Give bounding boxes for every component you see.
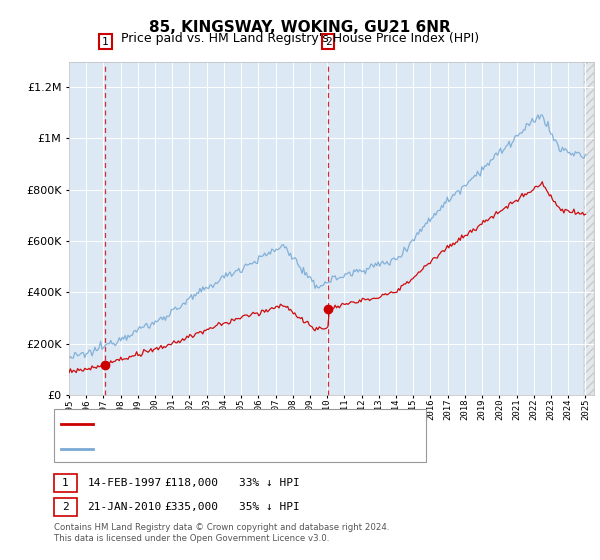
Text: 21-JAN-2010: 21-JAN-2010 xyxy=(88,502,162,512)
Text: 14-FEB-1997: 14-FEB-1997 xyxy=(88,478,162,488)
Text: 85, KINGSWAY, WOKING, GU21 6NR (detached house): 85, KINGSWAY, WOKING, GU21 6NR (detached… xyxy=(98,419,378,429)
Text: HPI: Average price, detached house, Woking: HPI: Average price, detached house, Woki… xyxy=(98,444,329,454)
Text: This data is licensed under the Open Government Licence v3.0.: This data is licensed under the Open Gov… xyxy=(54,534,329,543)
Text: 1: 1 xyxy=(102,36,109,46)
Text: 2: 2 xyxy=(325,36,331,46)
Text: £335,000: £335,000 xyxy=(164,502,218,512)
Text: 33% ↓ HPI: 33% ↓ HPI xyxy=(239,478,299,488)
Text: Contains HM Land Registry data © Crown copyright and database right 2024.: Contains HM Land Registry data © Crown c… xyxy=(54,523,389,532)
Text: £118,000: £118,000 xyxy=(164,478,218,488)
Text: 1: 1 xyxy=(62,478,69,488)
Text: Price paid vs. HM Land Registry's House Price Index (HPI): Price paid vs. HM Land Registry's House … xyxy=(121,32,479,45)
Text: 2: 2 xyxy=(62,502,69,512)
Text: 35% ↓ HPI: 35% ↓ HPI xyxy=(239,502,299,512)
Text: 85, KINGSWAY, WOKING, GU21 6NR: 85, KINGSWAY, WOKING, GU21 6NR xyxy=(149,20,451,35)
